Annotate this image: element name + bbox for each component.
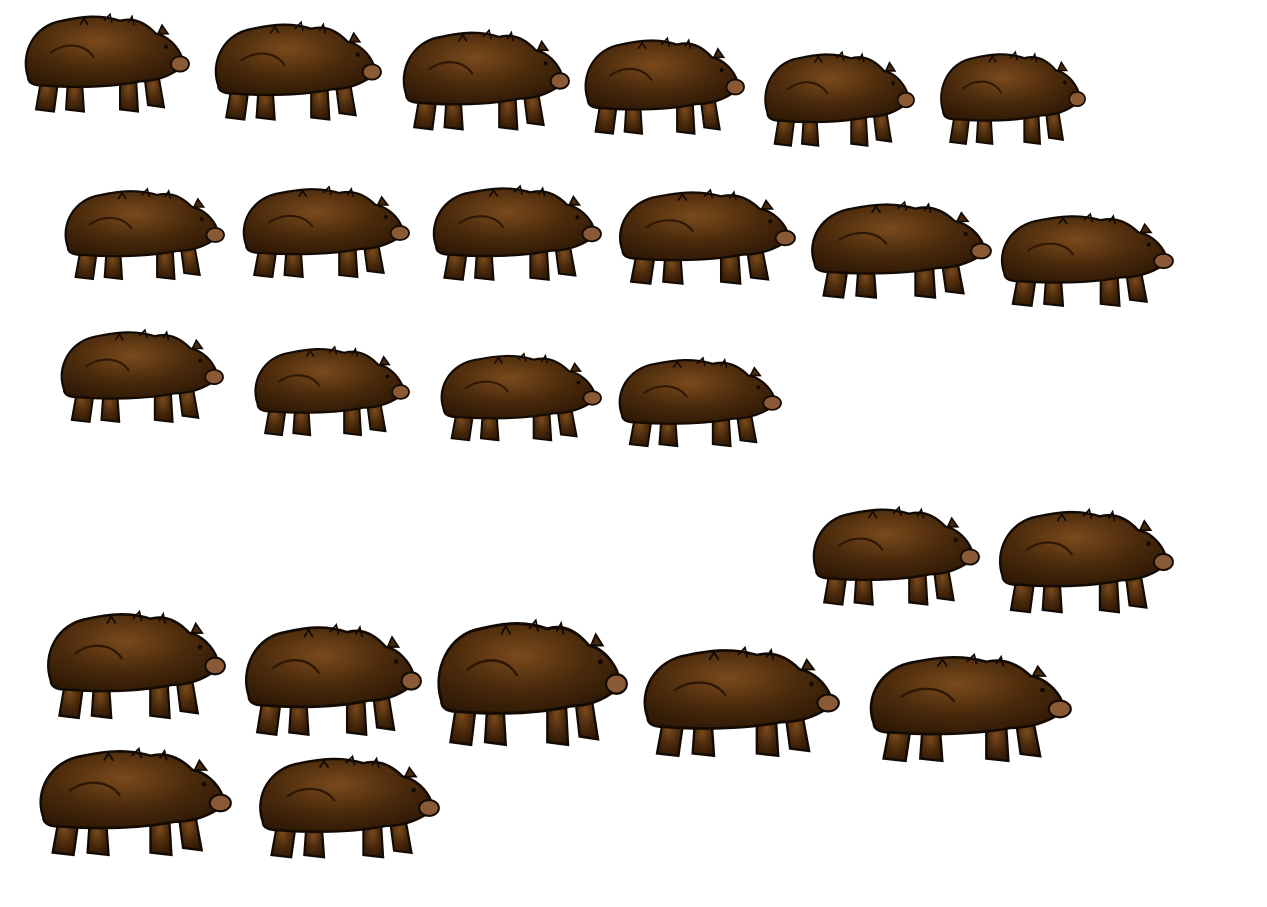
bear-attack-frame-5 [864, 650, 1073, 768]
bear-sniff-frame-1 [34, 744, 233, 862]
bear-walk-frame-4 [580, 34, 746, 140]
bear-walk-frame-3 [398, 26, 571, 136]
bear-walk-alt-frame-2 [238, 183, 411, 283]
bear-attack-frame-1 [42, 607, 227, 725]
bear-walk-alt-frame-5 [806, 198, 993, 304]
bear-idle-frame-2 [994, 505, 1175, 619]
bear-walk-frame-5 [760, 48, 916, 152]
bear-walk-alt-frame-1 [60, 185, 226, 285]
bear-walk-frame-2 [210, 18, 383, 126]
bear-sniff-frame-2 [254, 752, 441, 864]
bear-attack-frame-4 [638, 643, 841, 763]
bear-attack-frame-2 [240, 620, 423, 742]
bear-walk-alt-frame-3 [428, 182, 603, 286]
bear-walk-alt-frame-6 [996, 210, 1175, 312]
bear-idle-frame-1 [808, 503, 981, 611]
bear-walk-frame-6 [936, 48, 1087, 150]
bear-walk-frame-1 [20, 10, 191, 118]
bear-attack-frame-3 [432, 615, 629, 753]
bear-walk-short-frame-4 [614, 354, 783, 452]
bear-walk-alt-frame-4 [614, 186, 797, 290]
bear-walk-short-frame-3 [436, 350, 603, 446]
bear-walk-short-frame-1 [56, 326, 225, 428]
bear-walk-short-frame-2 [250, 343, 411, 441]
